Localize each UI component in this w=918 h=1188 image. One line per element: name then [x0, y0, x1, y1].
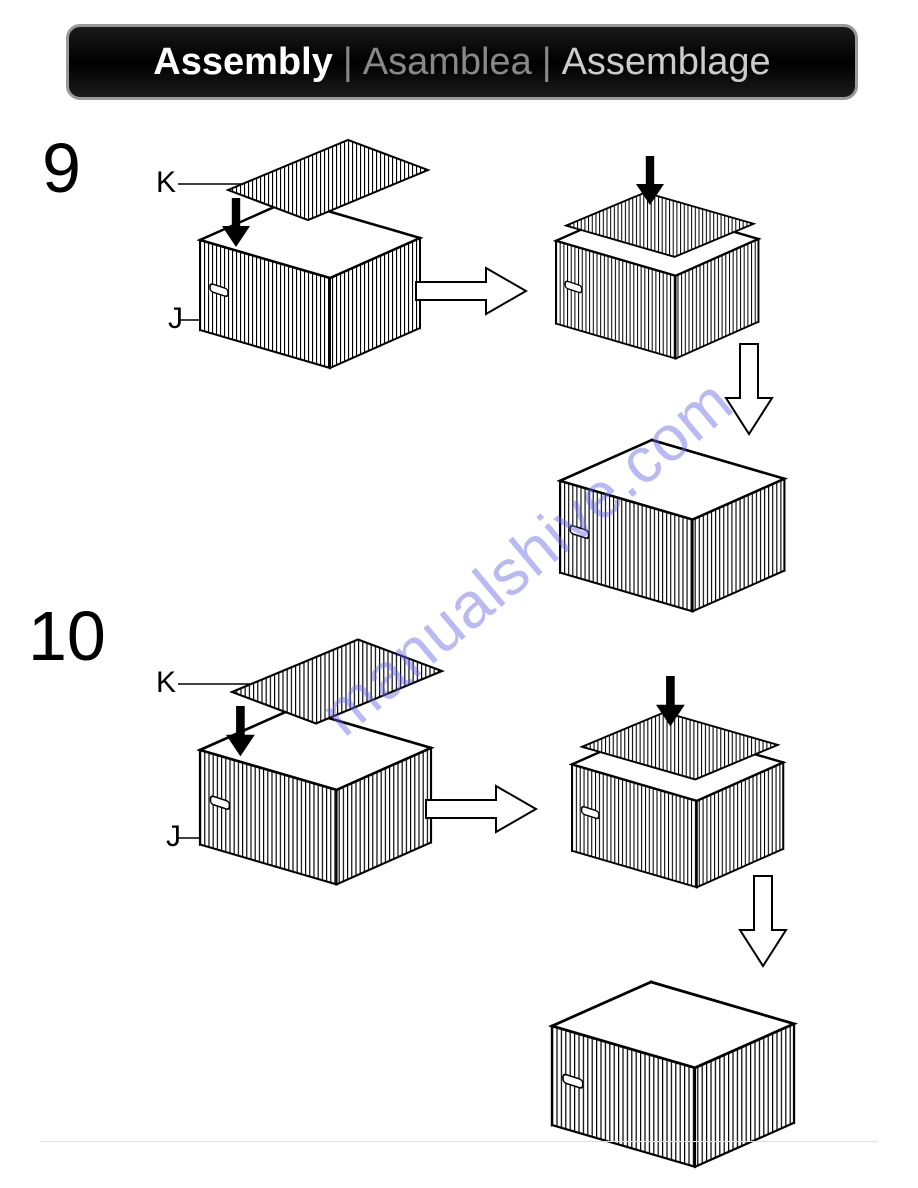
assembly-diagram	[0, 0, 918, 1188]
footer-divider	[40, 1141, 878, 1142]
